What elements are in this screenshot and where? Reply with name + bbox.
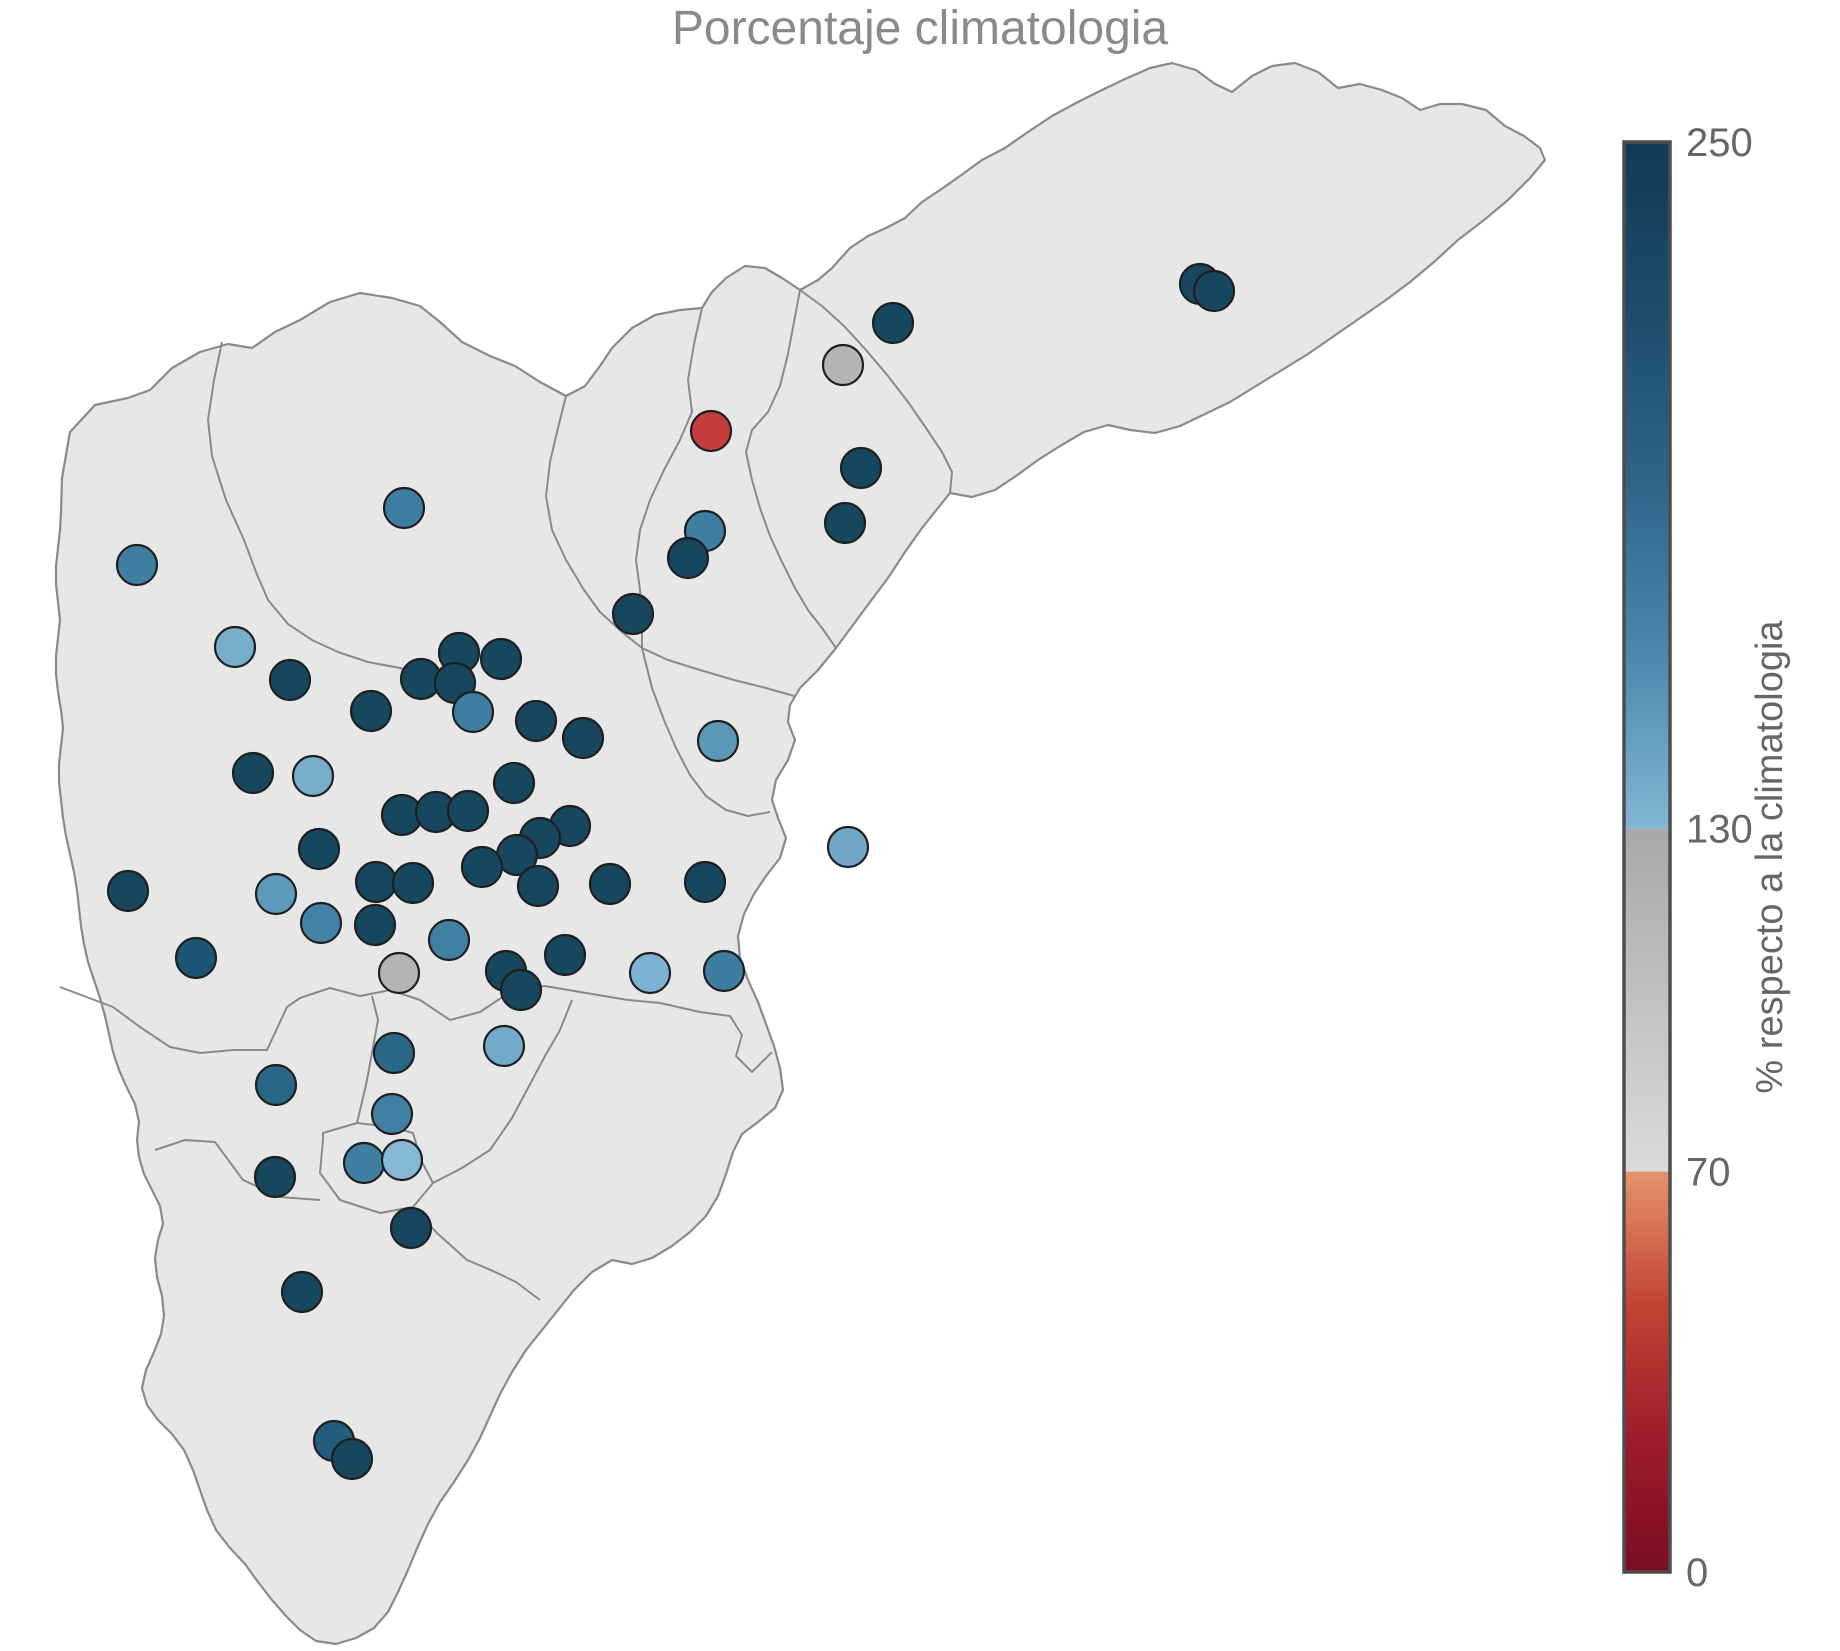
station-data-point [299, 901, 343, 945]
station-data-point [353, 903, 397, 947]
station-dot-layer [106, 262, 1236, 1481]
station-data-point [696, 719, 740, 763]
station-data-point [479, 637, 523, 681]
station-data-point [382, 486, 426, 530]
station-data-point [588, 862, 632, 906]
station-data-point [231, 751, 275, 795]
station-data-point [666, 536, 710, 580]
station-data-point [342, 1141, 386, 1185]
colorbar-segment [1624, 828, 1670, 1172]
province-outline [54, 61, 1547, 1646]
colorbar-tick-label: 70 [1686, 1151, 1731, 1195]
station-data-point [514, 699, 558, 743]
station-data-point [213, 625, 257, 669]
station-data-point [427, 918, 471, 962]
station-data-point [254, 1063, 298, 1107]
station-data-point [482, 1024, 526, 1068]
station-data-point [291, 754, 335, 798]
station-data-point [280, 1270, 324, 1314]
station-data-point [683, 860, 727, 904]
station-data-point [1192, 269, 1236, 313]
station-data-point [254, 872, 298, 916]
colorbar-tick-label: 0 [1686, 1551, 1708, 1595]
station-data-point [174, 936, 218, 980]
station-data-point [354, 860, 398, 904]
map-region-layer [54, 61, 1547, 1646]
station-data-point [561, 716, 605, 760]
station-data-point [826, 825, 870, 869]
chart-title: Porcentaje climatologia [672, 2, 1169, 55]
district-border [545, 395, 795, 697]
station-data-point [492, 761, 536, 805]
station-data-point [460, 845, 504, 889]
district-border [59, 985, 773, 1073]
station-data-point [115, 543, 159, 587]
station-data-point [499, 968, 543, 1012]
colorbar-segment [1624, 1171, 1670, 1572]
station-data-point [391, 861, 435, 905]
station-data-point [543, 933, 587, 977]
district-border [432, 999, 573, 1184]
station-data-point [823, 501, 867, 545]
colorbar: 250 130 70 0 [1622, 121, 1753, 1595]
station-data-point [516, 864, 560, 908]
station-data-point [446, 789, 490, 833]
station-data-point [451, 690, 495, 734]
district-border [799, 289, 953, 494]
district-border [745, 289, 837, 649]
station-data-point [268, 658, 312, 702]
colorbar-frame [1622, 140, 1672, 1574]
station-data-point [330, 1437, 374, 1481]
station-data-point [380, 1138, 424, 1182]
district-border [154, 1139, 321, 1201]
station-data-point [297, 827, 341, 871]
station-data-point [372, 1031, 416, 1075]
station-data-point [702, 949, 746, 993]
colorbar-segment [1624, 142, 1670, 829]
district-border [207, 341, 469, 681]
station-data-point [106, 869, 150, 913]
colorbar-tick-label: 250 [1686, 121, 1753, 165]
district-border [412, 1206, 541, 1301]
station-data-point [370, 1092, 414, 1136]
station-data-point [821, 343, 865, 387]
station-data-point [628, 951, 672, 995]
station-data-point [839, 446, 883, 490]
district-border [641, 647, 771, 817]
colorbar-tick-label: 130 [1686, 807, 1753, 851]
colorbar-axis-label: % respecto a la climatologia [1749, 620, 1791, 1094]
station-data-point [377, 951, 421, 995]
station-data-point [349, 689, 393, 733]
district-border [356, 995, 379, 1124]
station-data-point [689, 409, 733, 453]
station-data-point [389, 1206, 433, 1250]
station-data-point [871, 301, 915, 345]
station-data-point [611, 592, 655, 636]
station-data-point [253, 1155, 297, 1199]
